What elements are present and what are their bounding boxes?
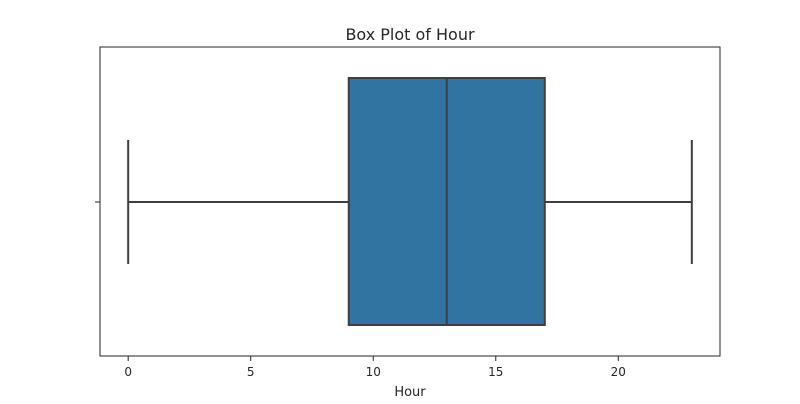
x-tick-label: 0	[124, 365, 132, 379]
box-plot-series	[127, 77, 693, 326]
x-tick-label: 15	[488, 365, 503, 379]
x-tick-label: 5	[247, 365, 255, 379]
x-tick-label: 20	[611, 365, 626, 379]
x-axis-label: Hour	[394, 385, 426, 400]
x-axis: 0 5 10 15 20	[124, 356, 626, 379]
chart-title: Box Plot of Hour	[345, 25, 475, 44]
x-tick-label: 10	[366, 365, 381, 379]
